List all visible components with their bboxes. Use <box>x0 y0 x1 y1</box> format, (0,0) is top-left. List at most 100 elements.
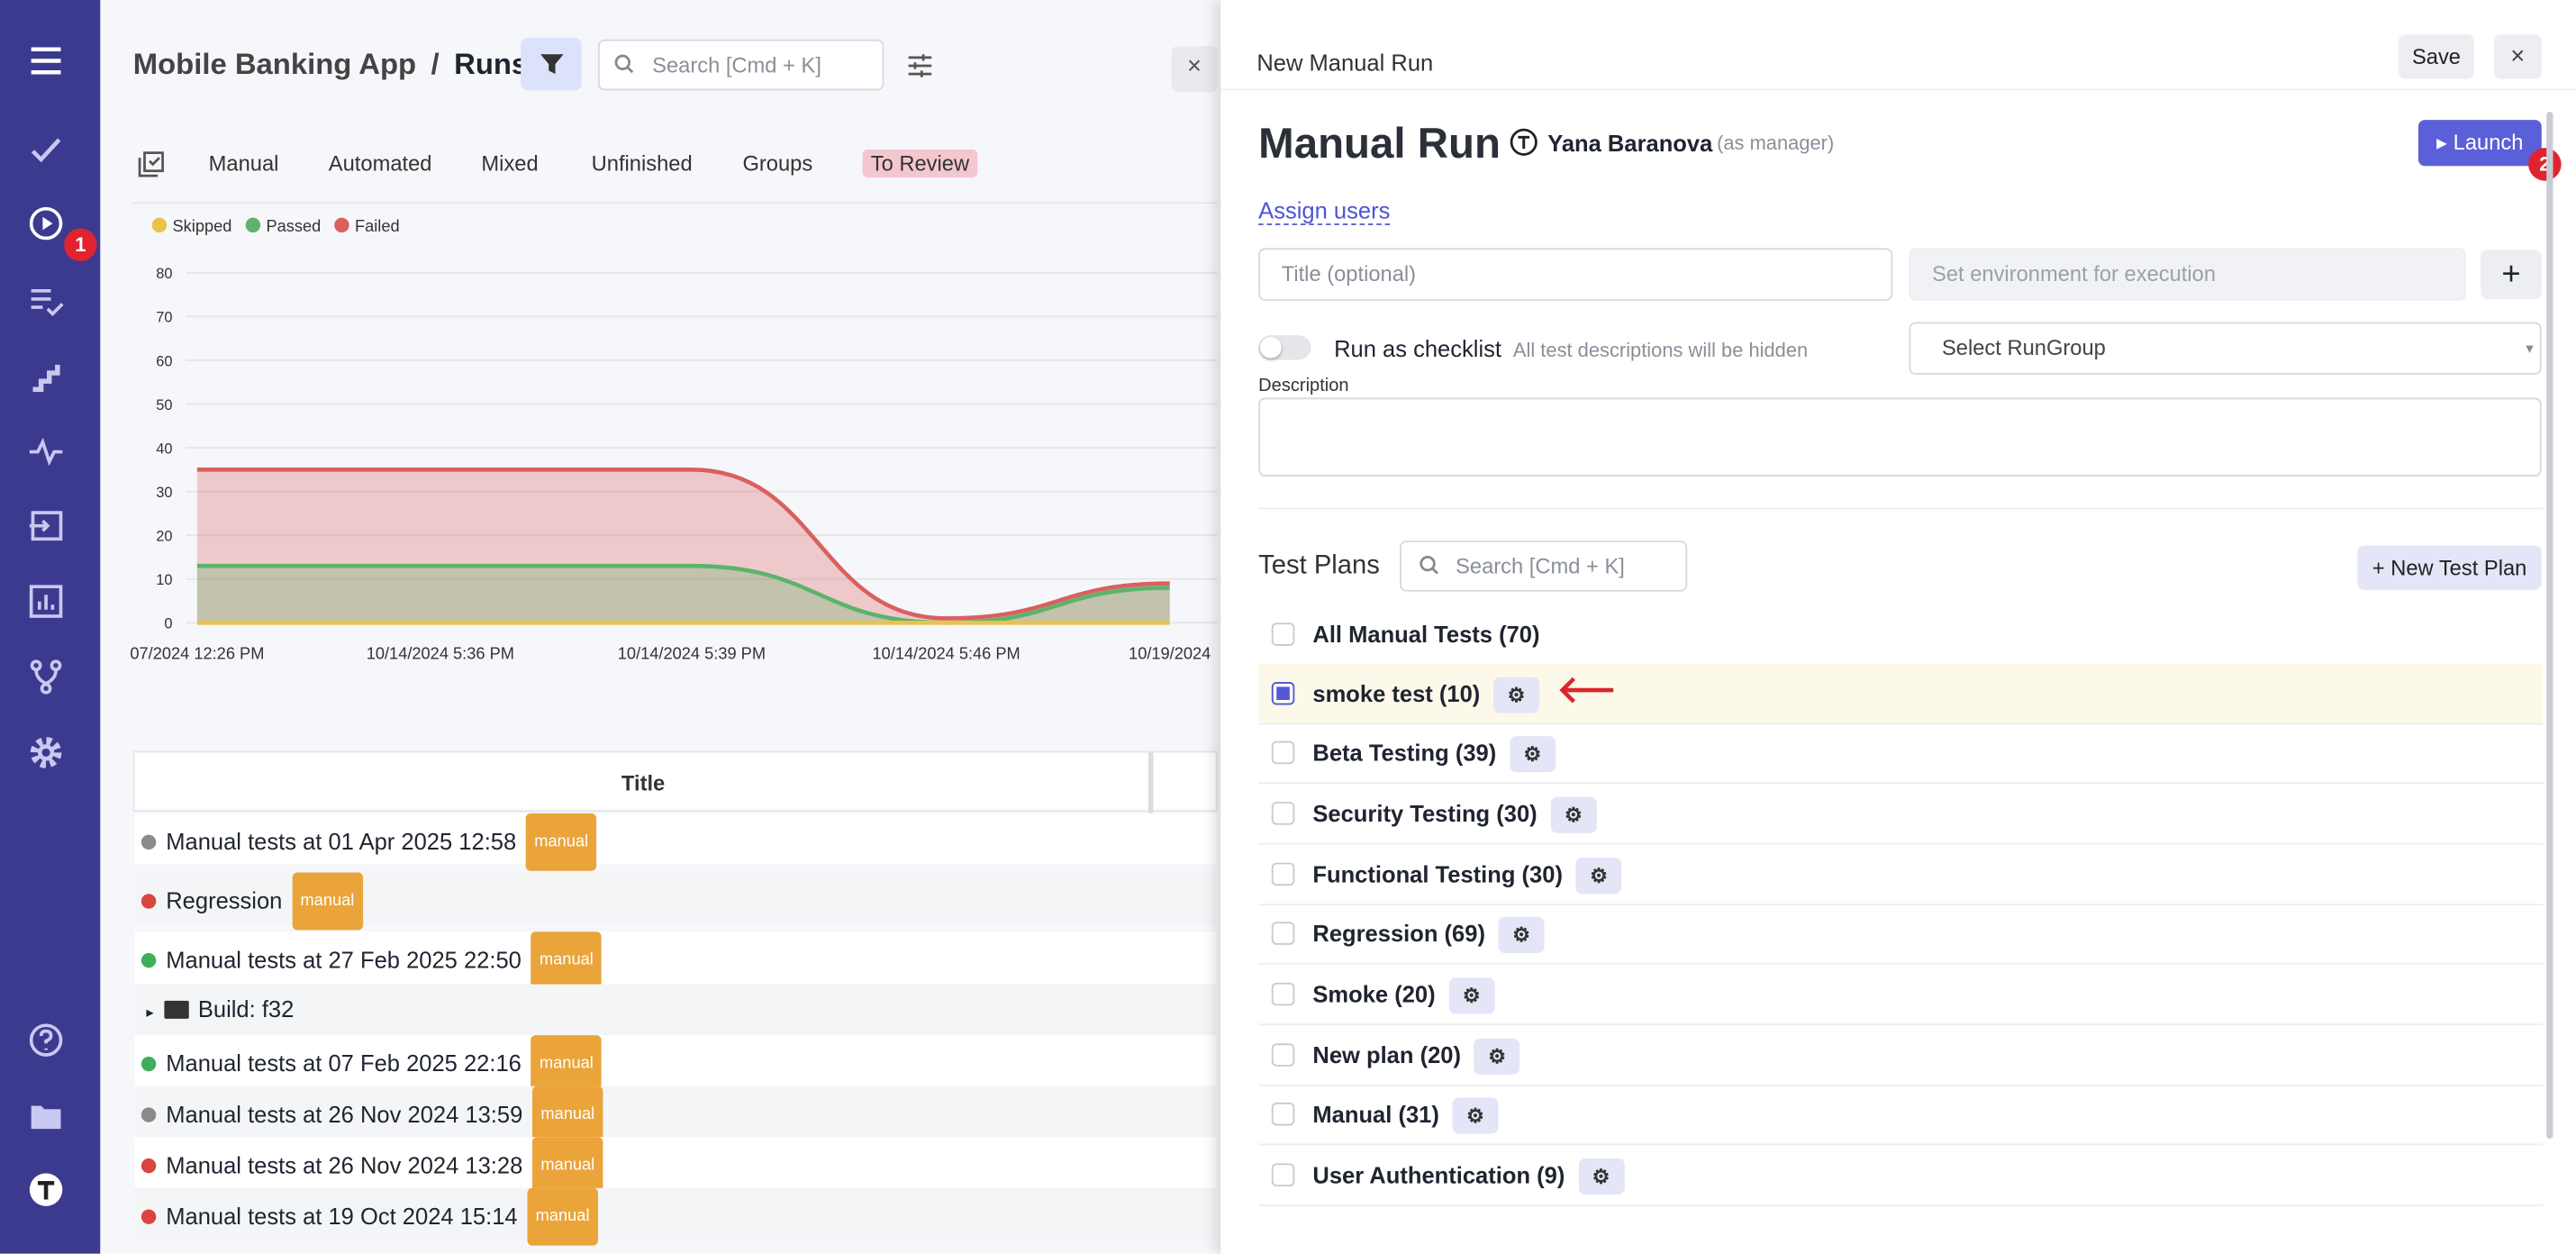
tab[interactable]: Groups <box>742 150 813 177</box>
plans-search[interactable]: Search [Cmd + K] <box>1400 541 1688 592</box>
title-placeholder: Title (optional) <box>1281 261 1417 286</box>
plan-settings[interactable]: ⚙ <box>1474 1039 1520 1076</box>
plan-row[interactable]: Manual (31) ⚙ <box>1258 1085 2544 1146</box>
tab[interactable]: Unfinished <box>591 150 693 177</box>
checkbox[interactable] <box>1271 922 1295 945</box>
title-input[interactable]: Title (optional) <box>1258 248 1893 301</box>
column-title[interactable]: Title <box>621 770 666 795</box>
steps-icon[interactable] <box>28 359 64 395</box>
import-icon[interactable] <box>28 508 64 544</box>
plan-settings[interactable]: ⚙ <box>1498 917 1545 954</box>
menu-icon[interactable] <box>28 42 64 78</box>
plan-row[interactable]: Security Testing (30) ⚙ <box>1258 784 2544 845</box>
project-link[interactable]: Mobile Banking App <box>132 47 417 81</box>
rungroup-select[interactable]: Select RunGroup ▾ <box>1909 322 2542 375</box>
x-tick-label: 10/14/2024 5:39 PM <box>618 643 766 662</box>
checklist-toggle[interactable] <box>1258 335 1311 360</box>
plan-settings[interactable]: ⚙ <box>1577 1159 1625 1195</box>
user-avatar <box>1510 128 1537 156</box>
launch-button[interactable]: ▸ Launch <box>2417 120 2542 167</box>
search-placeholder: Search [Cmd + K] <box>652 52 821 77</box>
plan-name: Manual (31) <box>1312 1101 1439 1128</box>
checkbox[interactable] <box>1271 1163 1295 1186</box>
plan-row[interactable]: smoke test (10) ⚙ <box>1258 663 2544 725</box>
checkbox[interactable] <box>1271 681 1295 705</box>
run-row[interactable]: Manual tests at 01 Apr 2025 12:58 manual <box>134 813 1216 871</box>
plan-settings[interactable]: ⚙ <box>1452 1097 1499 1135</box>
checkbox[interactable] <box>1271 1102 1295 1126</box>
settings-icon[interactable] <box>28 734 64 770</box>
checkbox[interactable] <box>1271 741 1295 765</box>
close-overlay[interactable]: × <box>1171 46 1218 93</box>
help-icon[interactable] <box>28 1022 64 1059</box>
branch-icon[interactable] <box>28 659 64 695</box>
add-env-button[interactable]: + <box>2481 250 2542 299</box>
select-icon[interactable] <box>138 151 164 177</box>
run-title: Regression <box>166 886 283 914</box>
close-button[interactable]: × <box>2493 34 2542 79</box>
status-dot <box>141 1209 157 1224</box>
env-input[interactable]: Set environment for execution <box>1909 248 2466 301</box>
tab[interactable]: Automated <box>328 150 432 177</box>
checkbox[interactable] <box>1271 802 1295 825</box>
plan-row[interactable]: All Manual Tests (70) <box>1258 604 2544 666</box>
divider <box>1258 507 2544 510</box>
save-button[interactable]: Save <box>2399 34 2474 79</box>
run-row[interactable]: Manual tests at 07 Feb 2025 22:16 manual <box>134 1035 1216 1093</box>
plan-settings[interactable]: ⚙ <box>1550 797 1597 834</box>
search-icon <box>614 54 634 74</box>
logo[interactable] <box>28 1172 64 1208</box>
runs-icon[interactable] <box>28 205 64 241</box>
run-tag: manual <box>292 872 363 931</box>
plan-settings[interactable]: ⚙ <box>1492 677 1539 714</box>
side-panel <box>1220 0 2576 1254</box>
y-tick-label: 40 <box>156 441 172 457</box>
column-resizer[interactable] <box>1147 752 1154 813</box>
scrollbar <box>2546 112 2553 1140</box>
pulse-icon[interactable] <box>28 434 64 470</box>
checkbox[interactable] <box>1271 622 1295 646</box>
folders-icon[interactable] <box>28 1097 64 1133</box>
tab[interactable]: Mixed <box>481 150 539 177</box>
description-input[interactable] <box>1258 397 2542 477</box>
assign-users[interactable]: Assign users <box>1258 196 1391 225</box>
run-row[interactable]: ▸ Build: f32 <box>134 984 1216 1036</box>
new-plan-button[interactable]: + New Test Plan <box>2357 545 2542 590</box>
expand-arrow[interactable]: ▸ <box>146 1004 154 1021</box>
tests-icon[interactable] <box>28 132 64 168</box>
tab[interactable]: Manual <box>208 150 279 177</box>
tab[interactable]: To Review <box>862 149 978 177</box>
legend-swatch <box>245 217 261 233</box>
checkbox[interactable] <box>1271 862 1295 886</box>
plan-row[interactable]: Smoke (20) ⚙ <box>1258 965 2544 1026</box>
plan-settings[interactable]: ⚙ <box>1448 977 1495 1014</box>
run-row[interactable]: Manual tests at 27 Feb 2025 22:50 manual <box>134 931 1216 990</box>
run-row[interactable]: Regression manual <box>134 872 1216 931</box>
settings-sliders[interactable] <box>907 52 933 78</box>
plan-name: New plan (20) <box>1312 1041 1461 1068</box>
plan-settings[interactable]: ⚙ <box>1575 858 1622 895</box>
run-row[interactable]: Manual tests at 26 Nov 2024 13:28 manual <box>134 1137 1216 1195</box>
search-input[interactable]: Search [Cmd + K] <box>597 39 884 91</box>
plans-heading: Test Plans <box>1258 551 1380 580</box>
plan-name: Functional Testing (30) <box>1312 860 1563 887</box>
plan-row[interactable]: New plan (20) ⚙ <box>1258 1025 2544 1086</box>
run-tag: manual <box>532 1137 603 1195</box>
plan-settings[interactable]: ⚙ <box>1509 736 1556 773</box>
checkbox[interactable] <box>1271 982 1295 1006</box>
plan-row[interactable]: Beta Testing (39) ⚙ <box>1258 723 2544 785</box>
search-icon <box>1420 555 1438 575</box>
analytics-icon[interactable] <box>28 584 64 620</box>
x-tick-label: 10/14/2024 5:36 PM <box>367 643 514 662</box>
plan-row[interactable]: Regression (69) ⚙ <box>1258 904 2544 965</box>
filter-button[interactable] <box>521 37 582 91</box>
plan-row[interactable]: User Authentication (9) ⚙ <box>1258 1145 2544 1206</box>
run-row[interactable]: Manual tests at 26 Nov 2024 13:59 manual <box>134 1086 1216 1144</box>
run-title: Manual tests at 26 Nov 2024 13:59 <box>166 1101 523 1128</box>
run-row[interactable]: Manual tests at 19 Oct 2024 15:14 manual <box>134 1187 1216 1246</box>
plan-row[interactable]: Functional Testing (30) ⚙ <box>1258 845 2544 906</box>
plans-icon[interactable] <box>28 283 64 319</box>
y-tick-label: 60 <box>156 353 172 369</box>
checkbox[interactable] <box>1271 1043 1295 1067</box>
rungroup-label: Select RunGroup <box>1941 335 2106 360</box>
